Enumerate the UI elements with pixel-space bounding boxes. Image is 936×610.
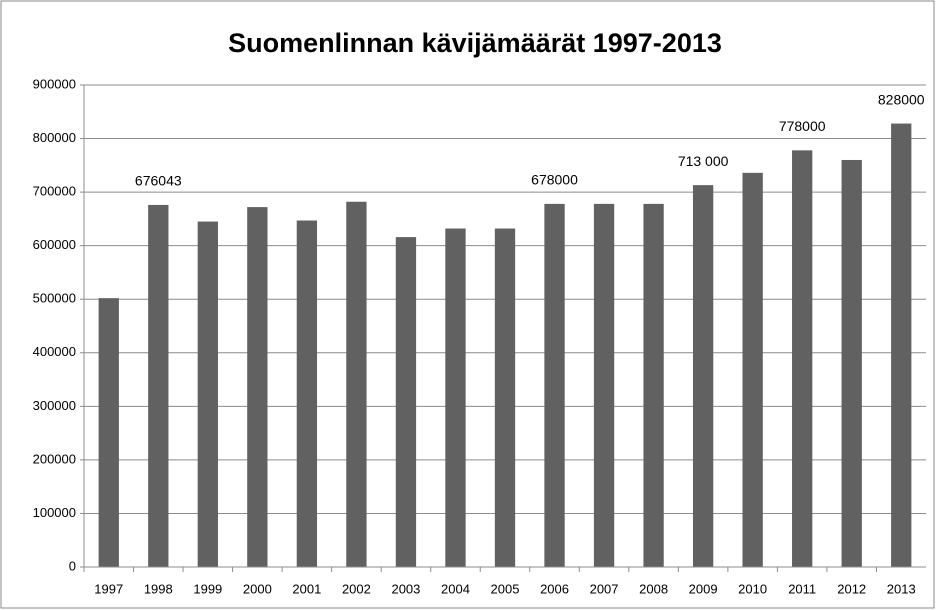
x-tick-label: 2009 xyxy=(689,581,718,596)
x-tick-label: 2013 xyxy=(887,581,916,596)
x-tick-label: 2000 xyxy=(243,581,272,596)
x-tick-label: 1998 xyxy=(144,581,173,596)
chart-title: Suomenlinnan kävijämäärät 1997-2013 xyxy=(228,28,722,58)
bar xyxy=(841,159,862,567)
data-label: 828000 xyxy=(878,91,925,107)
y-tick-label: 400000 xyxy=(33,344,76,359)
x-tick-label: 2007 xyxy=(590,581,619,596)
x-tick-label: 2002 xyxy=(342,581,371,596)
x-tick-label: 1999 xyxy=(193,581,222,596)
bar xyxy=(792,150,813,568)
y-tick-label: 800000 xyxy=(33,130,76,145)
bar xyxy=(296,220,318,568)
bar xyxy=(742,172,763,567)
x-tick-label: 2005 xyxy=(491,581,520,596)
bar xyxy=(445,228,466,568)
x-tick-label: 2008 xyxy=(639,581,668,596)
x-tick-label: 2006 xyxy=(540,581,569,596)
bar xyxy=(692,185,714,567)
y-tick-label: 700000 xyxy=(33,184,76,199)
y-tick-label: 200000 xyxy=(33,451,76,466)
y-tick-label: 600000 xyxy=(33,237,76,252)
x-tick-label: 1997 xyxy=(94,581,123,596)
y-tick-label: 0 xyxy=(69,558,76,573)
x-tick-label: 2003 xyxy=(391,581,420,596)
bar xyxy=(247,207,268,567)
x-tick-label: 2012 xyxy=(837,581,866,596)
data-label: 778000 xyxy=(779,118,826,134)
x-tick-label: 2001 xyxy=(292,581,321,596)
bar xyxy=(643,203,664,568)
bar xyxy=(544,203,565,568)
x-tick-label: 2004 xyxy=(441,581,470,596)
data-label: 676043 xyxy=(135,173,182,189)
bar xyxy=(395,237,417,567)
y-tick-label: 300000 xyxy=(33,398,76,413)
data-label: 678000 xyxy=(531,172,578,188)
y-tick-label: 500000 xyxy=(33,291,76,306)
bar xyxy=(891,123,912,567)
bar xyxy=(494,228,516,568)
bar xyxy=(346,201,367,568)
y-tick-label: 900000 xyxy=(33,76,76,91)
bar xyxy=(148,204,169,568)
data-label: 713 000 xyxy=(678,153,729,169)
bar xyxy=(98,298,119,567)
x-tick-label: 2010 xyxy=(738,581,767,596)
bar xyxy=(593,203,615,568)
bar xyxy=(197,221,218,568)
x-tick-label: 2011 xyxy=(788,581,816,596)
y-tick-label: 100000 xyxy=(33,505,76,520)
